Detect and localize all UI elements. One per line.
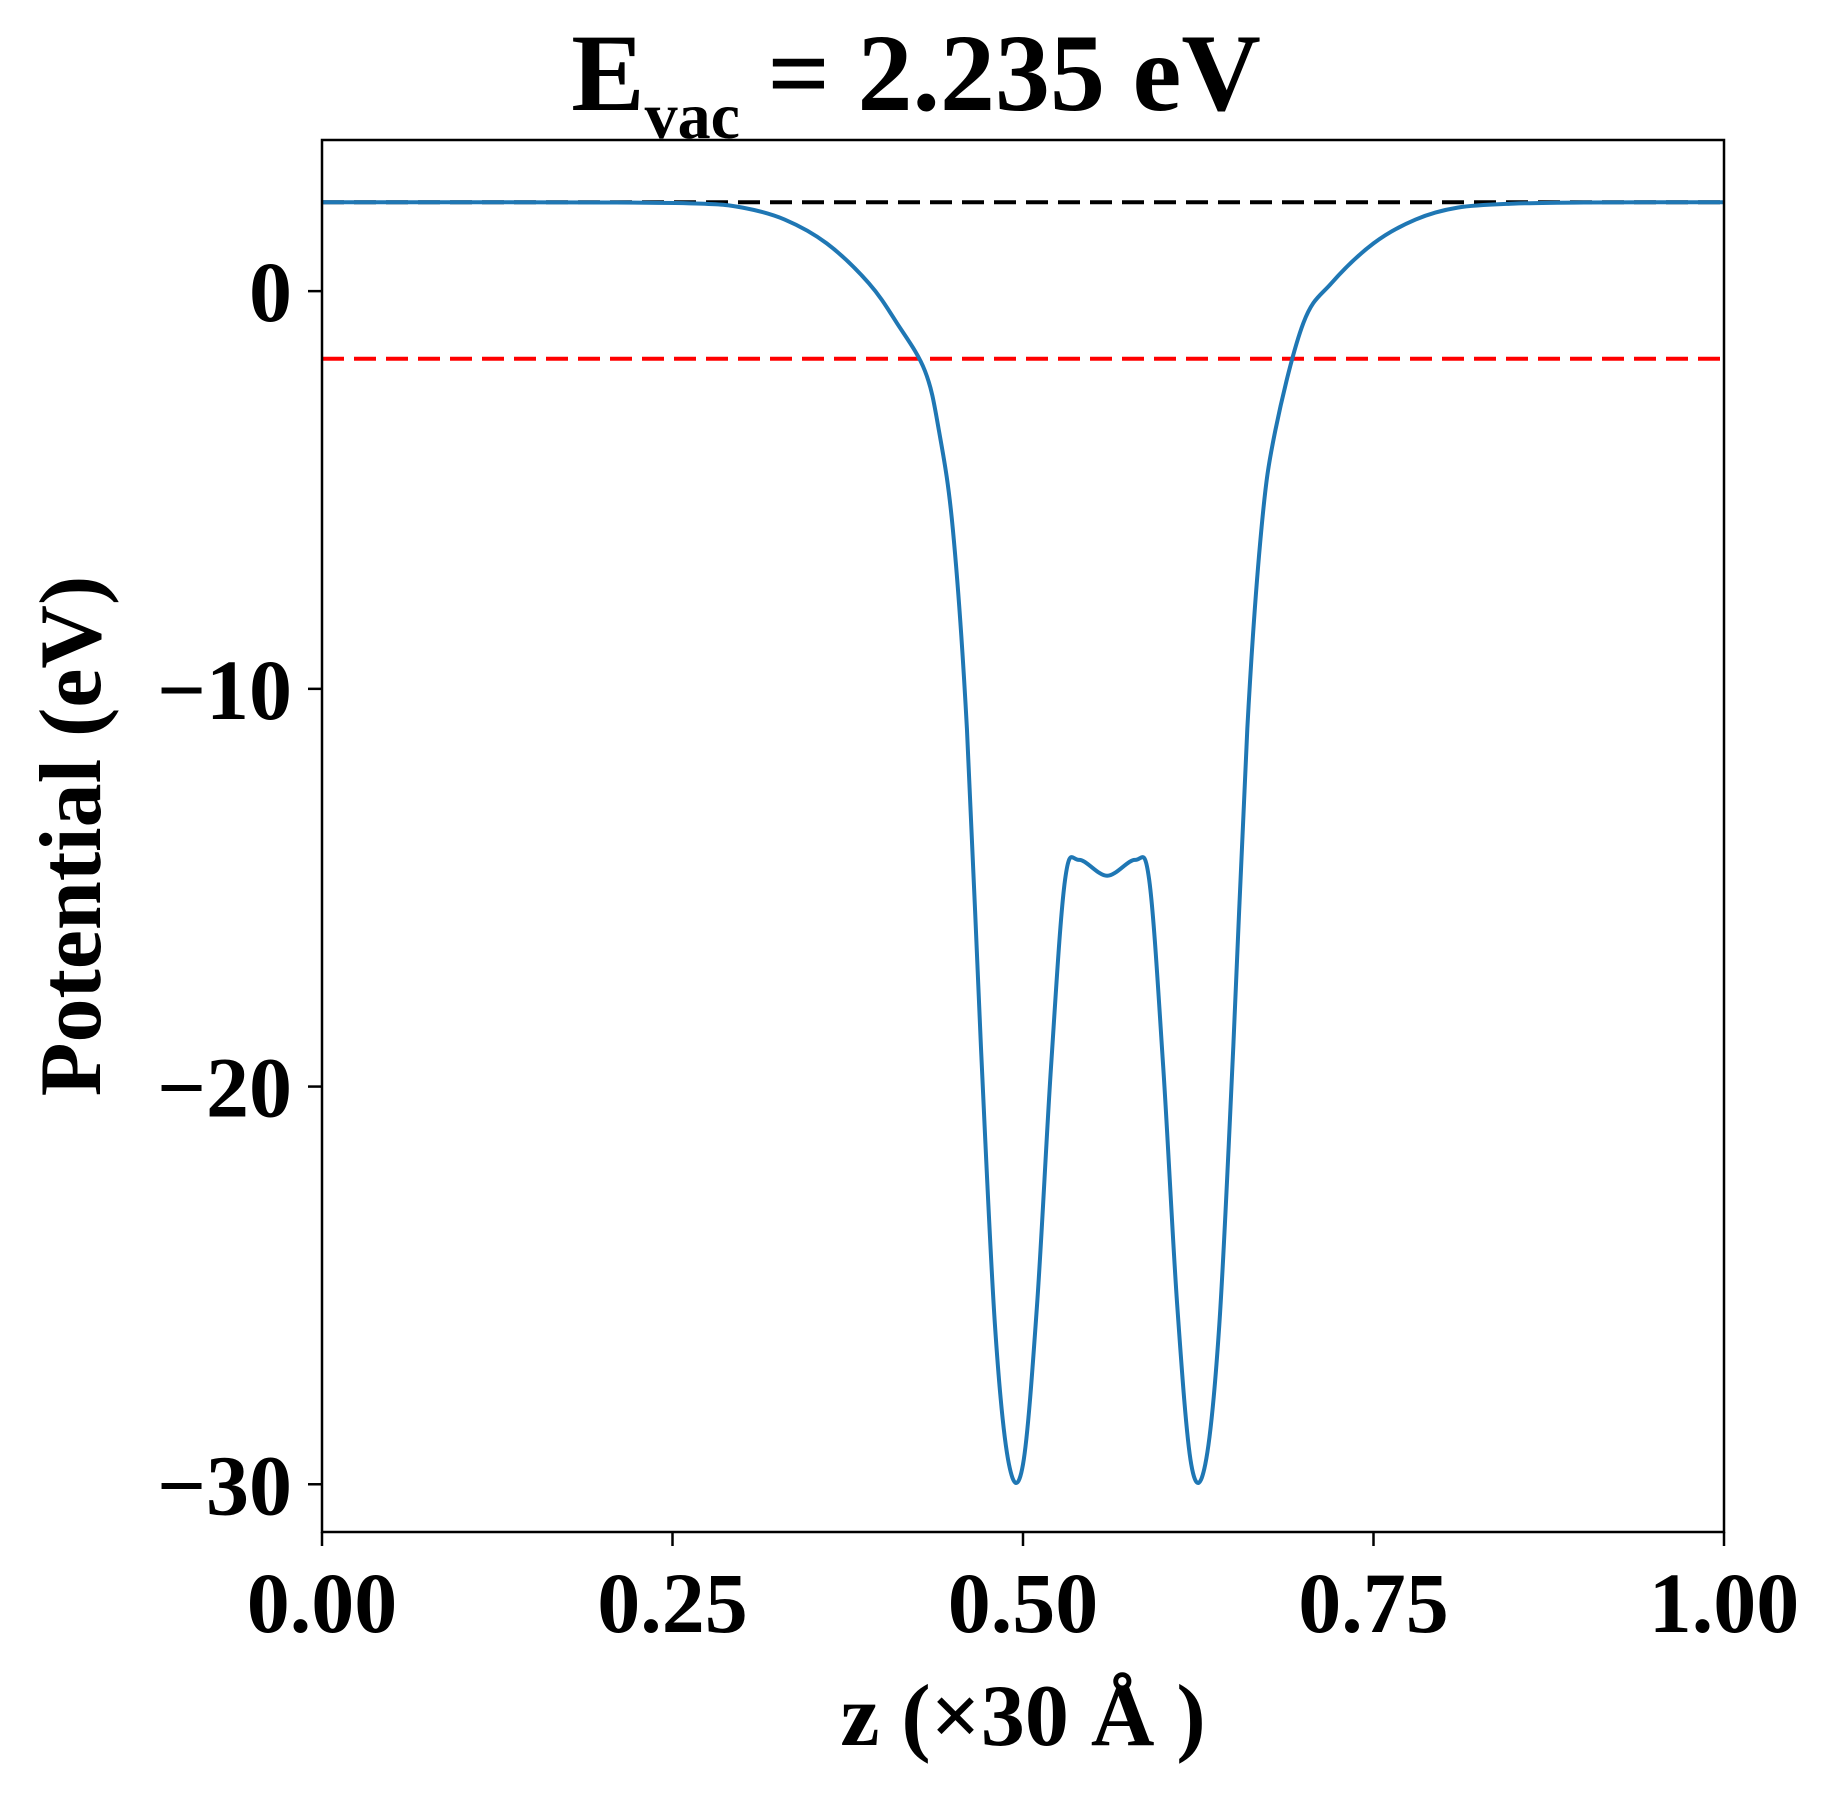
x-tick-label: 0.50 [948, 1555, 1099, 1651]
series-line-0 [321, 200, 1725, 1486]
reference-lines [322, 200, 1724, 361]
y-tick-label: −30 [157, 1437, 292, 1533]
x-axis: 0.00 0.25 0.50 0.75 1.00 [247, 1532, 1800, 1651]
y-axis: 0 −10 −20 −30 [157, 244, 322, 1533]
y-tick-label: −20 [157, 1040, 292, 1136]
chart-title-subscript: vac [645, 80, 740, 153]
x-tick-label: 0.25 [597, 1555, 748, 1651]
x-tick-label: 1.00 [1649, 1555, 1800, 1651]
chart-title-suffix: = 2.235 eV [740, 12, 1261, 134]
chart-title: Evac = 2.235 eV [571, 12, 1261, 153]
x-tick-label: 0.75 [1298, 1555, 1449, 1651]
y-axis-label: Potential (eV) [23, 576, 120, 1096]
series-layer [321, 200, 1725, 1486]
x-axis-label: z (×30 Å ) [840, 1668, 1205, 1765]
y-tick-label: 0 [249, 244, 292, 340]
chart-title-main: E [571, 12, 644, 134]
plot-frame [320, 138, 1726, 1534]
x-tick-label: 0.00 [247, 1555, 398, 1651]
y-tick-label: −10 [157, 642, 292, 738]
